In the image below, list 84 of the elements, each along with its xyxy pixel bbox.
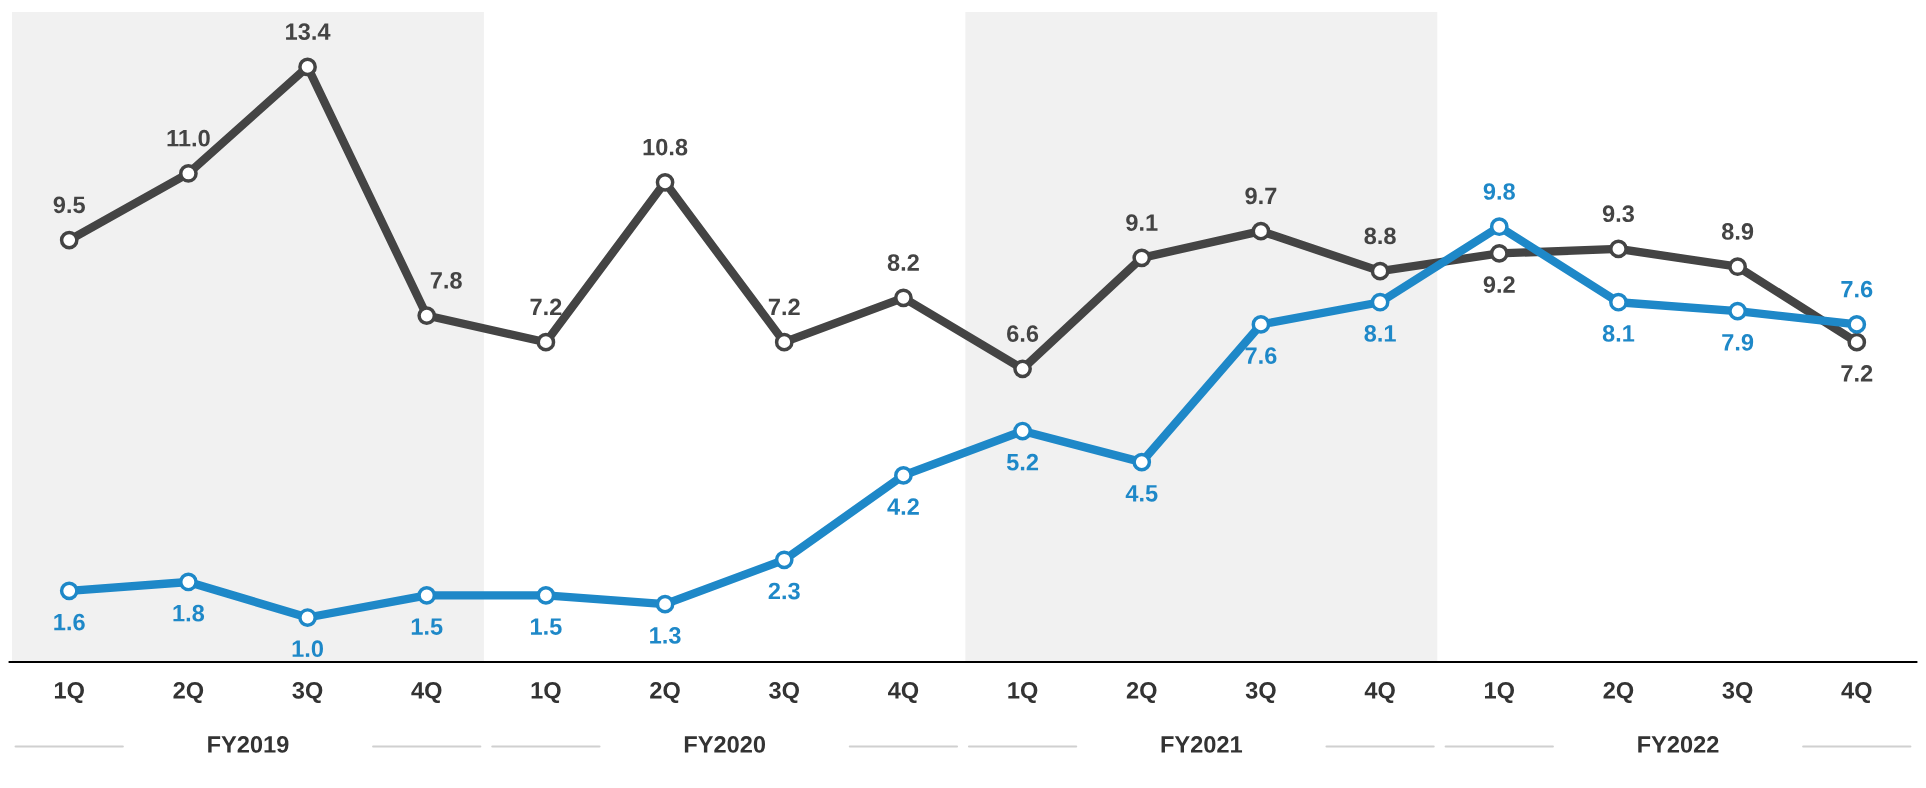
point [1847, 315, 1867, 334]
point [1609, 239, 1628, 259]
point [1609, 292, 1628, 312]
data-label: 7.2 [768, 298, 800, 316]
x-tick-label: 2Q [173, 681, 204, 704]
data-label: 9.7 [1245, 187, 1277, 205]
point [59, 581, 79, 601]
data-label: 1.0 [292, 640, 323, 658]
data-label: 8.9 [1721, 223, 1754, 240]
point [655, 172, 675, 192]
point [1013, 421, 1032, 441]
data-label: 1.8 [173, 604, 205, 622]
data-label: 7.6 [1245, 347, 1277, 364]
point [417, 585, 437, 605]
data-label: 6.6 [1007, 325, 1039, 342]
point [1847, 332, 1867, 352]
x-tick-label: 4Q [1841, 681, 1872, 704]
point [1132, 248, 1152, 268]
x-tick-label: 1Q [1485, 681, 1515, 704]
point [894, 288, 913, 308]
point [1251, 221, 1271, 241]
x-tick-label: 4Q [1364, 681, 1395, 704]
point [1370, 261, 1390, 281]
data-label: 10.8 [643, 138, 688, 156]
point [1132, 452, 1152, 472]
data-label: 9.2 [1483, 276, 1515, 293]
data-label: 1.5 [530, 618, 562, 635]
data-label: 5.2 [1006, 453, 1039, 471]
data-label: 8.2 [887, 254, 919, 271]
data-label: 1.3 [650, 627, 681, 644]
x-tick-label: 4Q [411, 681, 442, 704]
point [1489, 217, 1509, 237]
text: FY2021 [1161, 736, 1243, 753]
point [59, 230, 79, 250]
text: FY2022 [1638, 736, 1719, 753]
data-label: 9.1 [1126, 214, 1158, 231]
text: FY2020 [684, 736, 766, 753]
point [1251, 315, 1271, 334]
point [894, 466, 913, 485]
point [179, 164, 198, 183]
data-label: 9.8 [1483, 183, 1515, 200]
data-label: 8.8 [1364, 227, 1396, 245]
data-label: 13.4 [286, 23, 331, 41]
x-tick-label: 1Q [54, 681, 84, 704]
x-tick-label: 1Q [1008, 681, 1038, 704]
data-label: 7.2 [1841, 365, 1873, 382]
point [774, 550, 794, 570]
point [298, 608, 317, 627]
x-tick-label: 2Q [1126, 681, 1157, 704]
data-label: 7.6 [1841, 280, 1873, 298]
point [179, 572, 198, 592]
data-label: 9.5 [53, 196, 85, 214]
data-label: 9.3 [1602, 205, 1634, 223]
point [1489, 244, 1509, 263]
point [655, 594, 675, 614]
x-tick-label: 3Q [292, 681, 323, 704]
data-label: 1.5 [411, 618, 443, 635]
x-tick-label: 4Q [888, 681, 919, 704]
data-label: 7.8 [430, 271, 462, 289]
x-tick-label: 3Q [769, 681, 799, 704]
x-tick-label: 3Q [1245, 681, 1276, 704]
point [1370, 292, 1390, 312]
data-label: 2.3 [768, 582, 800, 600]
x-tick-label: 1Q [531, 681, 561, 704]
point [1728, 257, 1747, 277]
data-label: 4.2 [887, 498, 919, 515]
point [1728, 301, 1747, 321]
text: FY2019 [208, 736, 289, 753]
point [774, 332, 794, 352]
x-tick-label: 2Q [650, 681, 680, 704]
x-tick-label: 3Q [1722, 681, 1753, 704]
data-label: 1.6 [54, 613, 85, 631]
data-label: 8.1 [1364, 325, 1396, 342]
data-label: 8.1 [1602, 325, 1635, 342]
data-label: 4.5 [1125, 485, 1158, 502]
point [1013, 359, 1032, 379]
data-label: 11.0 [167, 129, 210, 147]
point [536, 332, 556, 352]
point [298, 57, 317, 77]
data-label: 7.9 [1722, 333, 1754, 351]
point [417, 306, 437, 325]
point [536, 585, 556, 605]
data-label: 7.2 [530, 298, 562, 316]
x-tick-label: 2Q [1603, 681, 1634, 704]
